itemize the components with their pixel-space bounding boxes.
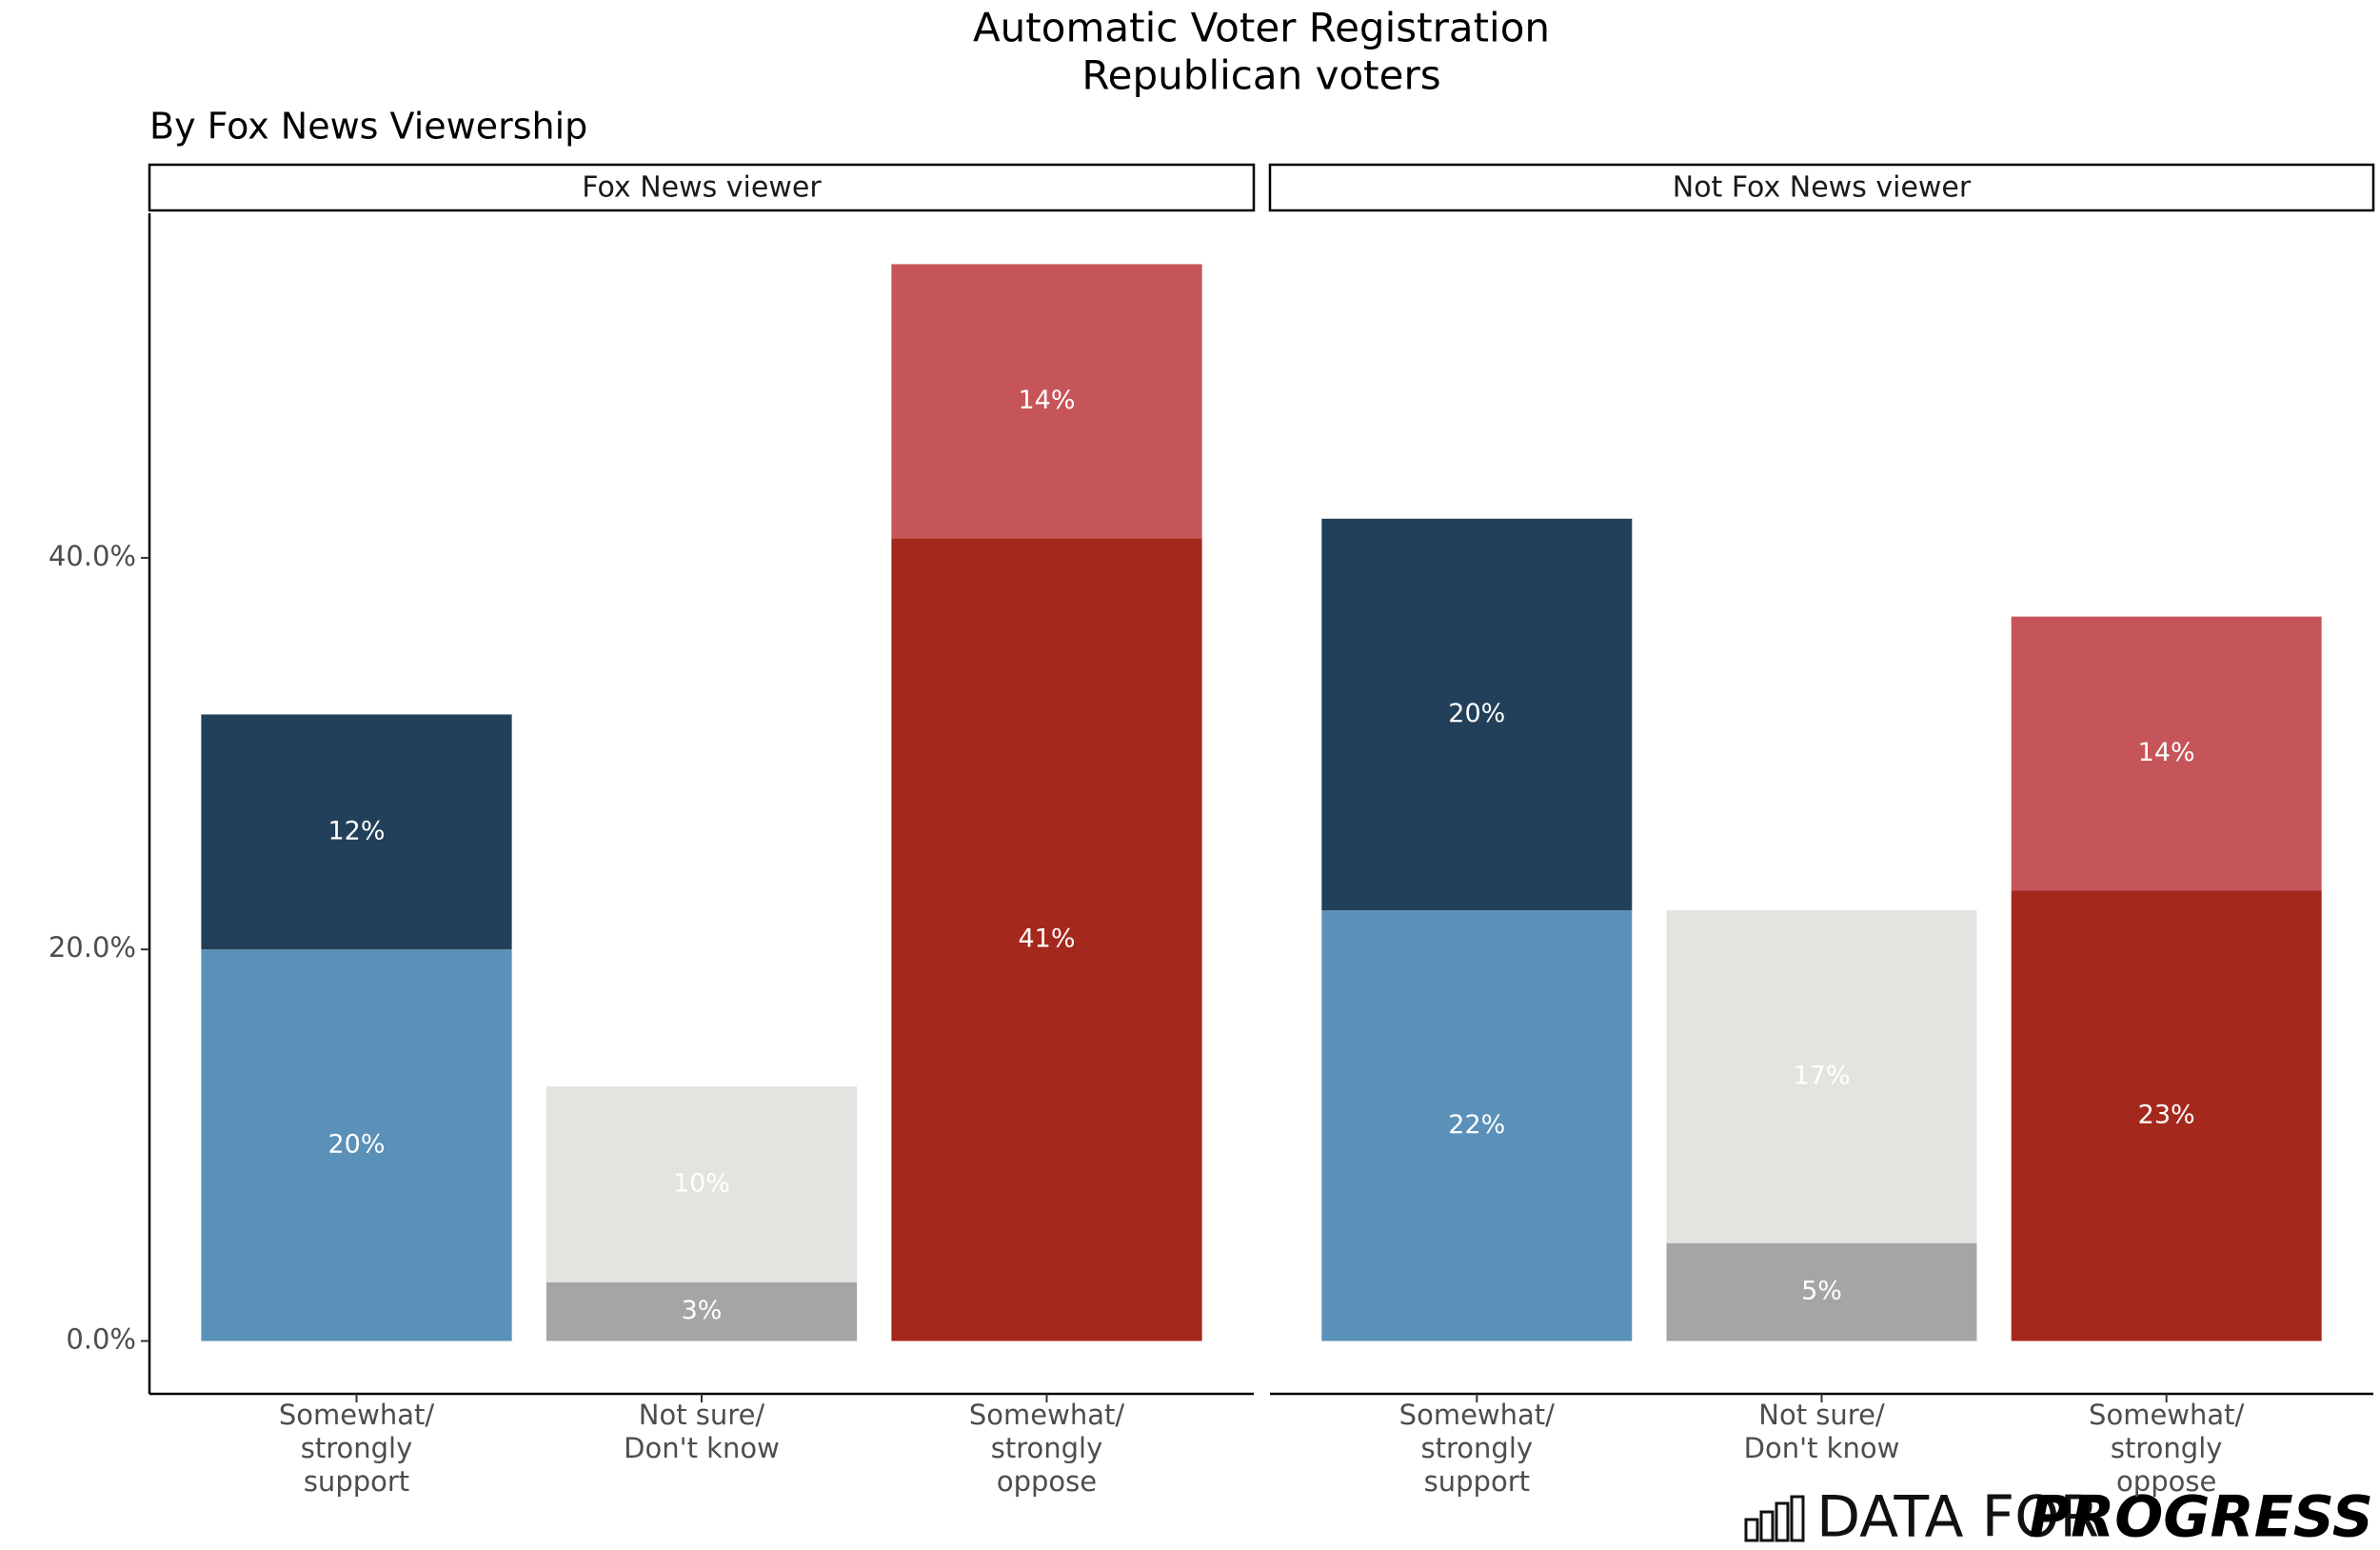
value-label: 20%: [1448, 699, 1505, 728]
value-label: 22%: [1448, 1110, 1505, 1140]
bar-segment: [1666, 1242, 1977, 1341]
value-label: 23%: [2138, 1100, 2195, 1129]
x-tick-label: Not sure/Don't know: [1744, 1399, 1900, 1464]
y-tick-label: 40.0%: [49, 540, 136, 572]
bar-segment: [891, 538, 1202, 1341]
value-label: 14%: [1018, 386, 1075, 415]
logo-icon: [1744, 1495, 1805, 1542]
bar-segment: [1666, 910, 1977, 1243]
bar-segment: [545, 1282, 858, 1341]
bar-segment: [545, 1086, 858, 1282]
value-label: 41%: [1018, 924, 1075, 953]
bar-segment: [1321, 518, 1633, 911]
value-label: 5%: [1801, 1277, 1842, 1306]
y-tick-label: 0.0%: [66, 1322, 136, 1355]
x-tick-label: Somewhat/strongly support: [279, 1399, 434, 1498]
value-label: 3%: [682, 1296, 723, 1325]
x-tick-label: Somewhat/strongly support: [1399, 1399, 1555, 1498]
x-tick-label: Somewhat/strongly oppose: [969, 1399, 1124, 1498]
bar-segment: [2011, 890, 2322, 1341]
x-tick-label: Not sure/Don't know: [624, 1399, 780, 1464]
bar-segment: [201, 949, 512, 1341]
facet-label: Fox News viewer: [582, 171, 822, 205]
bar-segment: [1321, 910, 1633, 1341]
facet-strip: [1268, 163, 2375, 212]
bar-segment: [891, 264, 1202, 539]
chart-title: Automatic Voter Registration: [973, 5, 1550, 51]
chart-title: Republican voters: [1081, 52, 1440, 99]
bar-segment: [201, 714, 512, 950]
value-label: 10%: [673, 1168, 730, 1198]
value-label: 17%: [1793, 1061, 1850, 1090]
y-tick-label: 20.0%: [49, 931, 136, 964]
value-label: 14%: [2138, 738, 2195, 767]
bar-segment: [2011, 616, 2322, 891]
value-label: 12%: [327, 816, 385, 845]
logo: DATA FOR PROGRESS: [1744, 1484, 2373, 1550]
value-label: 20%: [327, 1129, 385, 1159]
logo-text: DATA FOR: [1816, 1484, 2099, 1550]
x-tick-label: Somewhat/strongly oppose: [2089, 1399, 2244, 1498]
facet-label: Not Fox News viewer: [1673, 171, 1972, 205]
chart-subtitle: By Fox News Viewership: [149, 106, 587, 148]
logo-text-bold: PROGRESS: [2029, 1484, 2373, 1550]
facet-strip: [148, 163, 1256, 212]
